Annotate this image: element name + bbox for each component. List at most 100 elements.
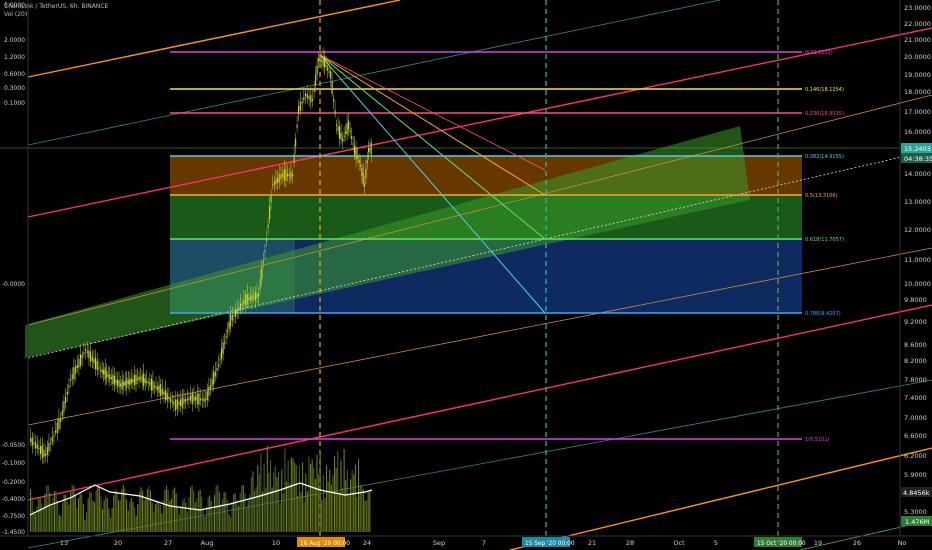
fib-level-lines bbox=[170, 51, 802, 440]
candle-body bbox=[275, 179, 277, 184]
volume-bar bbox=[268, 472, 270, 532]
candle-body bbox=[35, 441, 37, 449]
channel-line-teal-low bbox=[27, 379, 932, 549]
candle-body bbox=[93, 358, 95, 364]
candle-body bbox=[80, 354, 82, 366]
candle-body bbox=[96, 360, 98, 371]
candle-body bbox=[104, 367, 106, 380]
volume-bar bbox=[273, 472, 275, 532]
symbol-title[interactable]: ChainLink / TetherUS, 6h, BINANCE bbox=[4, 3, 109, 10]
candle-body bbox=[56, 422, 58, 434]
time-axis-tick: 10 bbox=[272, 539, 280, 547]
volume-legend[interactable]: Vol (20) bbox=[4, 11, 28, 18]
candle-body bbox=[283, 169, 285, 181]
volume-bar bbox=[178, 514, 180, 532]
candle-body bbox=[213, 372, 215, 385]
right-axis-tick: 7.4000 bbox=[904, 394, 927, 402]
candle-body bbox=[258, 293, 260, 297]
volume-bar bbox=[343, 449, 345, 532]
candle-body bbox=[168, 397, 170, 400]
volume-bar bbox=[41, 503, 43, 532]
volume-bar bbox=[284, 448, 286, 532]
candle-body bbox=[308, 95, 310, 100]
volume-bar bbox=[44, 493, 46, 532]
candle-body bbox=[48, 443, 50, 452]
candle-body bbox=[185, 399, 187, 402]
candle-body bbox=[63, 401, 65, 412]
candle-body bbox=[126, 377, 128, 389]
volume-bar bbox=[68, 504, 70, 532]
volume-bar bbox=[281, 469, 283, 532]
volume-bar bbox=[326, 464, 328, 532]
volume-bar bbox=[218, 491, 220, 532]
time-highlight-16aug: 16 Aug '20 00:00 bbox=[300, 541, 350, 547]
volume-bar bbox=[342, 488, 344, 532]
volume-bar bbox=[142, 490, 144, 532]
candle-body bbox=[158, 385, 160, 393]
candle-body bbox=[109, 374, 111, 380]
volume-bar bbox=[38, 498, 40, 532]
right-price-axis[interactable]: 23.0000 22.0000 21.0000 20.0000 19.0000 18.00… bbox=[899, 0, 932, 536]
candle-body bbox=[238, 306, 240, 311]
channel-line-orange-low bbox=[509, 447, 932, 550]
volume-bar bbox=[63, 494, 65, 532]
volume-bar bbox=[153, 512, 155, 532]
volume-bar bbox=[274, 466, 276, 532]
volume-bar bbox=[306, 491, 308, 532]
volume-bar bbox=[113, 495, 115, 532]
volume-bar bbox=[366, 500, 368, 532]
volume-bar bbox=[172, 489, 174, 532]
candle-body bbox=[248, 297, 250, 300]
time-highlight-badge bbox=[297, 537, 345, 547]
candle-body bbox=[33, 442, 35, 445]
candle-body bbox=[191, 392, 193, 404]
volume-bar bbox=[122, 484, 124, 532]
current-price-badge bbox=[901, 143, 932, 153]
candle-body bbox=[136, 378, 139, 380]
candle-body bbox=[206, 391, 208, 400]
volume-bar bbox=[49, 492, 51, 532]
time-axis[interactable]: 13 20 27 Aug 10 24 Sep 7 21 28 Oct 5 19 26 No 16 Aug '… bbox=[0, 535, 932, 547]
volume-bar bbox=[39, 497, 41, 532]
volume-bar bbox=[215, 485, 217, 532]
right-axis-tick: 9.8000 bbox=[904, 296, 927, 304]
volume-bar bbox=[66, 501, 68, 532]
candle-body bbox=[86, 351, 88, 354]
volume-bar bbox=[233, 493, 235, 532]
right-axis-tick: 9.2000 bbox=[904, 318, 927, 326]
volume-bar bbox=[103, 499, 105, 532]
candle-body bbox=[195, 396, 197, 401]
candle-body bbox=[345, 131, 347, 134]
candle-body bbox=[81, 355, 83, 359]
time-axis-tick: Aug bbox=[201, 539, 214, 547]
volume-bar bbox=[201, 496, 203, 532]
candle-body bbox=[262, 261, 264, 263]
candle-body bbox=[118, 380, 120, 388]
volume-bar bbox=[198, 490, 200, 532]
fib-label: 0.786(9.4207) bbox=[805, 311, 841, 317]
candle-body bbox=[60, 418, 62, 422]
candle-body bbox=[107, 374, 109, 377]
left-axis-tick: -0.1000 bbox=[2, 460, 25, 467]
volume-bar bbox=[148, 485, 150, 532]
candle-body bbox=[219, 359, 221, 361]
candle-body bbox=[245, 294, 247, 306]
candle-body bbox=[141, 375, 143, 383]
candle-body bbox=[319, 58, 321, 63]
time-axis-tick: 28 bbox=[626, 539, 634, 547]
volume-bar bbox=[337, 450, 339, 532]
right-axis-tick: 18.0000 bbox=[904, 88, 931, 96]
time-axis-tick: 27 bbox=[164, 539, 172, 547]
candle-body bbox=[337, 126, 339, 132]
candle-body bbox=[165, 390, 167, 400]
candle-body bbox=[110, 377, 112, 380]
volume-bar bbox=[71, 484, 73, 532]
chart-legend[interactable]: ChainLink / TetherUS, 6h, BINANCE Vol (2… bbox=[4, 3, 108, 19]
candle-body bbox=[171, 400, 173, 403]
candle-body bbox=[312, 98, 314, 102]
candle-body bbox=[211, 379, 213, 386]
candle-body bbox=[116, 379, 119, 386]
right-axis-tick: 23.0000 bbox=[904, 4, 931, 12]
volume-bar bbox=[158, 501, 160, 532]
